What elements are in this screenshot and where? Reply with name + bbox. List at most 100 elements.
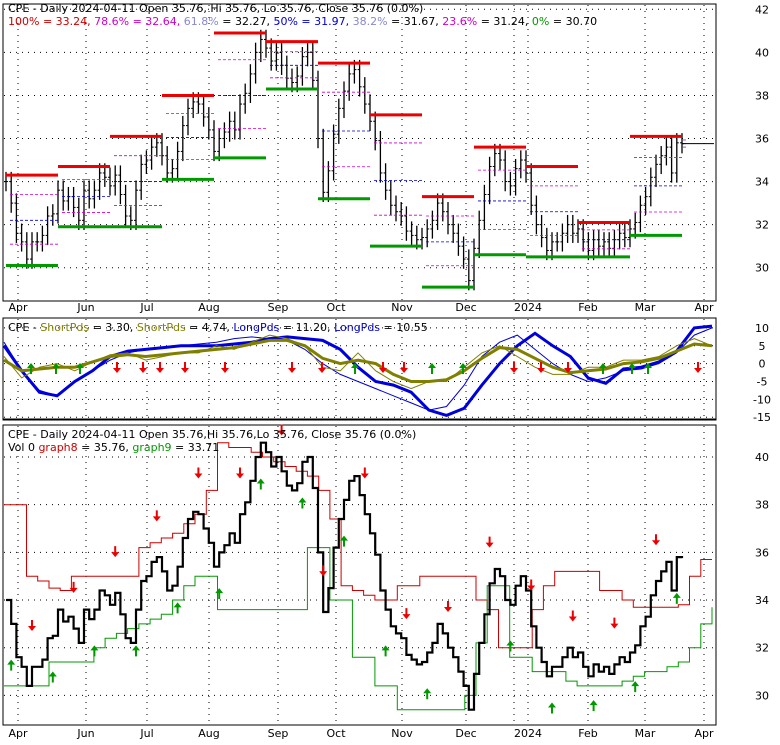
- x-tick-label: Oct: [326, 727, 346, 740]
- buy-arrow-icon: [215, 588, 224, 600]
- buy-arrow-icon: [351, 363, 359, 374]
- step-price-line: [6, 441, 684, 711]
- y-tick-label: -5: [757, 376, 768, 389]
- buy-arrow-icon: [628, 363, 636, 374]
- x-tick-label: 2024: [514, 301, 542, 314]
- buy-arrow-icon: [132, 645, 140, 657]
- buy-arrow-icon: [48, 671, 57, 683]
- sell-arrow-icon: [527, 579, 536, 591]
- sell-arrow-icon: [28, 620, 36, 632]
- graph8-line: [4, 442, 712, 649]
- y-tick-label: 40: [755, 46, 769, 59]
- panel-3-frame: [2, 424, 717, 726]
- buy-arrow-icon: [644, 363, 652, 374]
- y-tick-label: -10: [753, 393, 771, 406]
- sell-arrow-icon: [510, 362, 518, 373]
- y-tick-label: 5: [759, 340, 766, 353]
- panel-1-frame: [2, 3, 717, 302]
- sell-arrow-icon: [319, 565, 328, 577]
- buy-arrow-icon: [548, 702, 556, 714]
- sell-arrow-icon: [181, 362, 189, 373]
- graph9-line: [4, 547, 713, 711]
- y-tick-label: 0: [759, 358, 766, 371]
- sell-arrow-icon: [400, 362, 408, 373]
- sell-arrow-icon: [485, 536, 494, 548]
- y-tick-label: 36: [755, 133, 769, 146]
- sell-arrow-icon: [444, 600, 452, 612]
- sell-arrow-icon: [69, 581, 78, 593]
- panel-3-title: CPE - Daily 2024-04-11 Open 35.76,Hi 35.…: [8, 428, 416, 441]
- y-tick-label: 10: [755, 322, 769, 335]
- sell-arrow-icon: [152, 510, 161, 522]
- buy-arrow-icon: [459, 363, 467, 374]
- buy-arrow-icon: [672, 592, 681, 604]
- oscillator-line: [3, 338, 713, 383]
- buy-arrow-icon: [76, 363, 84, 374]
- y-tick-label: 34: [755, 176, 769, 189]
- buy-arrow-icon: [298, 497, 307, 509]
- buy-arrow-icon: [27, 363, 35, 374]
- sell-arrow-icon: [194, 467, 203, 479]
- y-tick-label: 32: [755, 642, 769, 655]
- buy-arrow-icon: [589, 700, 598, 712]
- sell-arrow-icon: [652, 534, 660, 546]
- sell-arrow-icon: [111, 546, 120, 558]
- y-tick-label: 30: [755, 262, 769, 275]
- panel-1-title: CPE - Daily 2024-04-11 Open 35.76, Hi 35…: [8, 2, 423, 15]
- buy-arrow-icon: [506, 640, 515, 652]
- sell-arrow-icon: [139, 362, 147, 373]
- sell-arrow-icon: [610, 617, 619, 629]
- sell-arrow-icon: [318, 362, 326, 373]
- panel-2-title: CPE - ShortPds = 3.30, ShortPds = 4.74, …: [8, 321, 428, 334]
- sell-arrow-icon: [537, 362, 545, 373]
- sell-arrow-icon: [221, 362, 229, 373]
- sell-arrow-icon: [379, 362, 387, 373]
- buy-arrow-icon: [631, 681, 640, 693]
- x-tick-label: Dec: [455, 727, 476, 740]
- x-tick-label: Oct: [326, 301, 346, 314]
- x-tick-label: Apr: [694, 301, 714, 314]
- buy-arrow-icon: [7, 659, 16, 671]
- x-tick-label: Feb: [578, 727, 597, 740]
- buy-arrow-icon: [381, 645, 390, 657]
- buy-arrow-icon: [173, 602, 182, 614]
- y-tick-label: 38: [755, 89, 769, 102]
- buy-arrow-icon: [256, 478, 265, 490]
- buy-arrow-icon: [90, 645, 99, 657]
- sell-arrow-icon: [360, 467, 369, 479]
- y-tick-label: 38: [755, 499, 769, 512]
- y-tick-label: 30: [755, 689, 769, 702]
- y-tick-label: 42: [755, 3, 769, 16]
- oscillator-line: [3, 334, 713, 390]
- sell-arrow-icon: [694, 362, 702, 373]
- buy-arrow-icon: [428, 363, 436, 374]
- fib-levels-legend: 100% = 33.24, 78.6% = 32.64, 61.8% = 32.…: [8, 15, 597, 28]
- x-tick-label: Dec: [455, 301, 476, 314]
- x-tick-label: Apr: [8, 301, 28, 314]
- sell-arrow-icon: [113, 362, 121, 373]
- x-tick-label: Jul: [139, 727, 153, 740]
- buy-arrow-icon: [52, 363, 60, 374]
- x-tick-label: Nov: [391, 301, 413, 314]
- buy-arrow-icon: [340, 535, 348, 547]
- x-tick-label: Jun: [76, 301, 94, 314]
- sell-arrow-icon: [564, 362, 572, 373]
- sell-arrow-icon: [277, 424, 286, 436]
- x-tick-label: Nov: [391, 727, 413, 740]
- x-tick-label: Jul: [139, 301, 153, 314]
- x-tick-label: Mar: [635, 727, 656, 740]
- y-tick-label: 40: [755, 451, 769, 464]
- sell-arrow-icon: [156, 362, 164, 373]
- sell-arrow-icon: [402, 608, 411, 620]
- y-tick-label: 36: [755, 546, 769, 559]
- buy-arrow-icon: [423, 688, 432, 700]
- x-tick-label: Feb: [578, 301, 597, 314]
- y-tick-label: 34: [755, 594, 769, 607]
- x-tick-label: Aug: [198, 727, 219, 740]
- buy-arrow-icon: [599, 363, 607, 374]
- x-tick-label: Jun: [76, 727, 94, 740]
- y-tick-label: -15: [753, 411, 771, 424]
- panel-3-legend: Vol 0 graph8 = 35.76, graph9 = 33.71: [8, 441, 219, 454]
- x-tick-label: Apr: [694, 727, 714, 740]
